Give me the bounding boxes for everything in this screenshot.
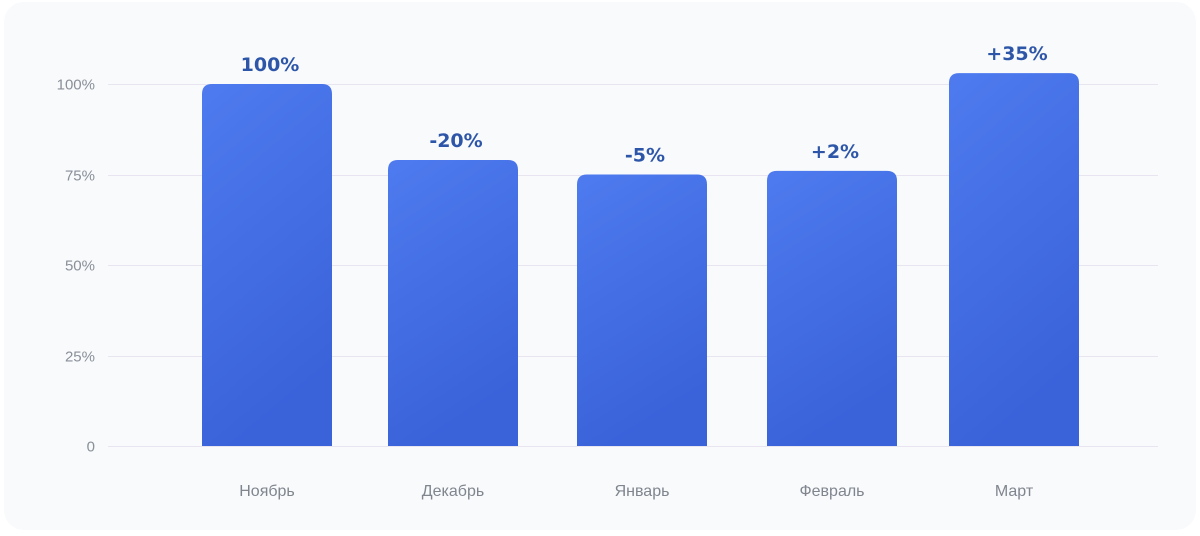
- y-tick-label: 0: [87, 439, 95, 456]
- bar-value-label: 100%: [241, 54, 300, 76]
- bar-value-label: +2%: [811, 141, 859, 163]
- bar: [202, 84, 332, 446]
- category-label: Февраль: [799, 483, 864, 500]
- bar: [767, 170, 897, 446]
- bar: [949, 73, 1079, 446]
- y-tick-label: 50%: [65, 258, 95, 275]
- category-label: Январь: [615, 483, 670, 500]
- category-label: Ноябрь: [239, 483, 295, 500]
- y-tick-label: 75%: [65, 168, 95, 185]
- y-tick-label: 100%: [57, 77, 95, 94]
- bars: [202, 73, 1079, 446]
- data-labels: 100% -20% -5% +2% +35%: [241, 43, 1048, 166]
- category-label: Декабрь: [422, 483, 484, 500]
- y-tick-label: 25%: [65, 349, 95, 366]
- bar: [388, 160, 518, 446]
- bar-value-label: +35%: [986, 43, 1047, 65]
- x-axis-categories: Ноябрь Декабрь Январь Февраль Март: [239, 483, 1034, 500]
- bar: [577, 174, 707, 446]
- bar-value-label: -5%: [625, 145, 665, 167]
- y-axis-ticks: 0 25% 50% 75% 100%: [57, 77, 95, 456]
- bar-value-label: -20%: [429, 130, 482, 152]
- category-label: Март: [995, 483, 1034, 500]
